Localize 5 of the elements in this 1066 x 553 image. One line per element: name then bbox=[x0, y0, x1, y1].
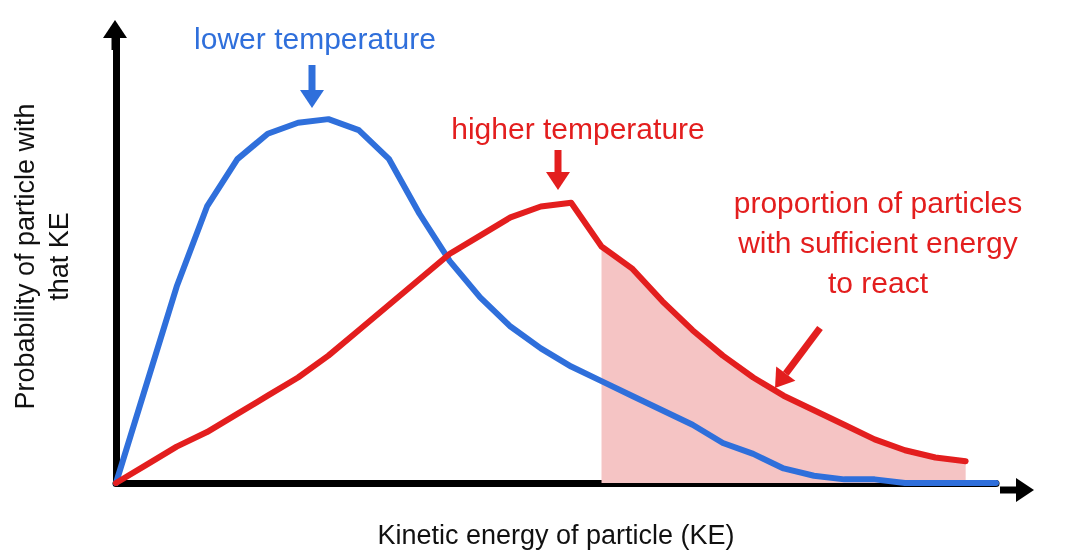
annotation: proportion of particles with sufficient energy to react bbox=[733, 185, 1023, 299]
annotation: higher temperature bbox=[451, 111, 705, 145]
x-axis-title: Kinetic energy of particle (KE) bbox=[377, 519, 735, 550]
text: lower temperature bbox=[194, 21, 436, 55]
y-axis-title: Probability of particle with that KE bbox=[10, 103, 74, 410]
